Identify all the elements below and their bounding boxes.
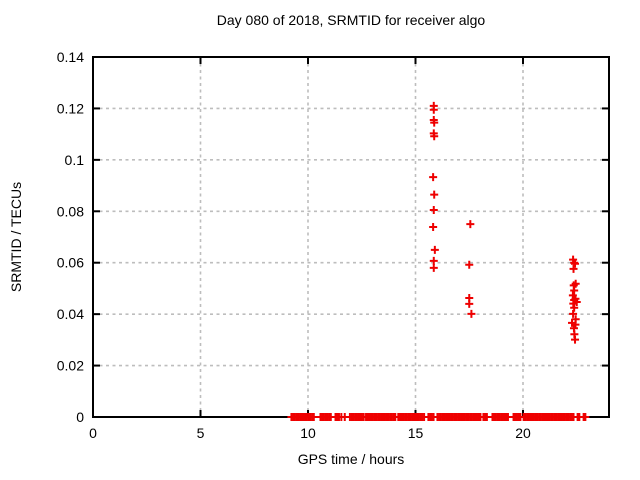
data-point-marker [467,309,476,318]
data-point-marker [430,190,439,199]
data-point-marker [465,299,474,308]
x-axis-label: GPS time / hours [297,451,405,467]
chart-title: Day 080 of 2018, SRMTID for receiver alg… [216,12,486,28]
x-tick-label: 0 [89,425,97,441]
data-point-marker [430,245,439,254]
data-point-marker [429,105,438,114]
y-tick-label: 0.08 [57,203,84,219]
data-point-marker [465,260,474,269]
data-point-marker [430,118,439,127]
y-tick-label: 0.12 [57,100,84,116]
plot-border [92,56,610,418]
data-point-marker [571,335,580,344]
x-tick-label: 10 [300,425,316,441]
data-point-marker [570,303,579,312]
zero-band-marker [581,413,590,421]
x-tick-label: 5 [197,425,205,441]
data-point-marker [570,286,579,295]
data-point-marker [571,259,580,268]
data-point-marker [466,220,475,229]
y-tick-label: 0 [76,409,84,425]
x-tick-label: 15 [408,425,424,441]
data-point-marker [429,222,438,231]
data-point-marker [429,206,438,214]
data-point-marker [569,309,578,318]
data-point-marker [429,263,438,272]
data-point-marker [429,173,438,182]
data-point-marker [430,132,439,141]
y-tick-label: 0.06 [57,255,84,271]
x-tick-label: 20 [515,425,531,441]
y-tick-label: 0.04 [57,306,84,322]
data-point-marker [429,256,438,265]
y-tick-label: 0.14 [57,49,84,65]
data-point-marker [569,264,578,273]
y-tick-label: 0.1 [65,152,85,168]
y-tick-label: 0.02 [57,358,84,374]
